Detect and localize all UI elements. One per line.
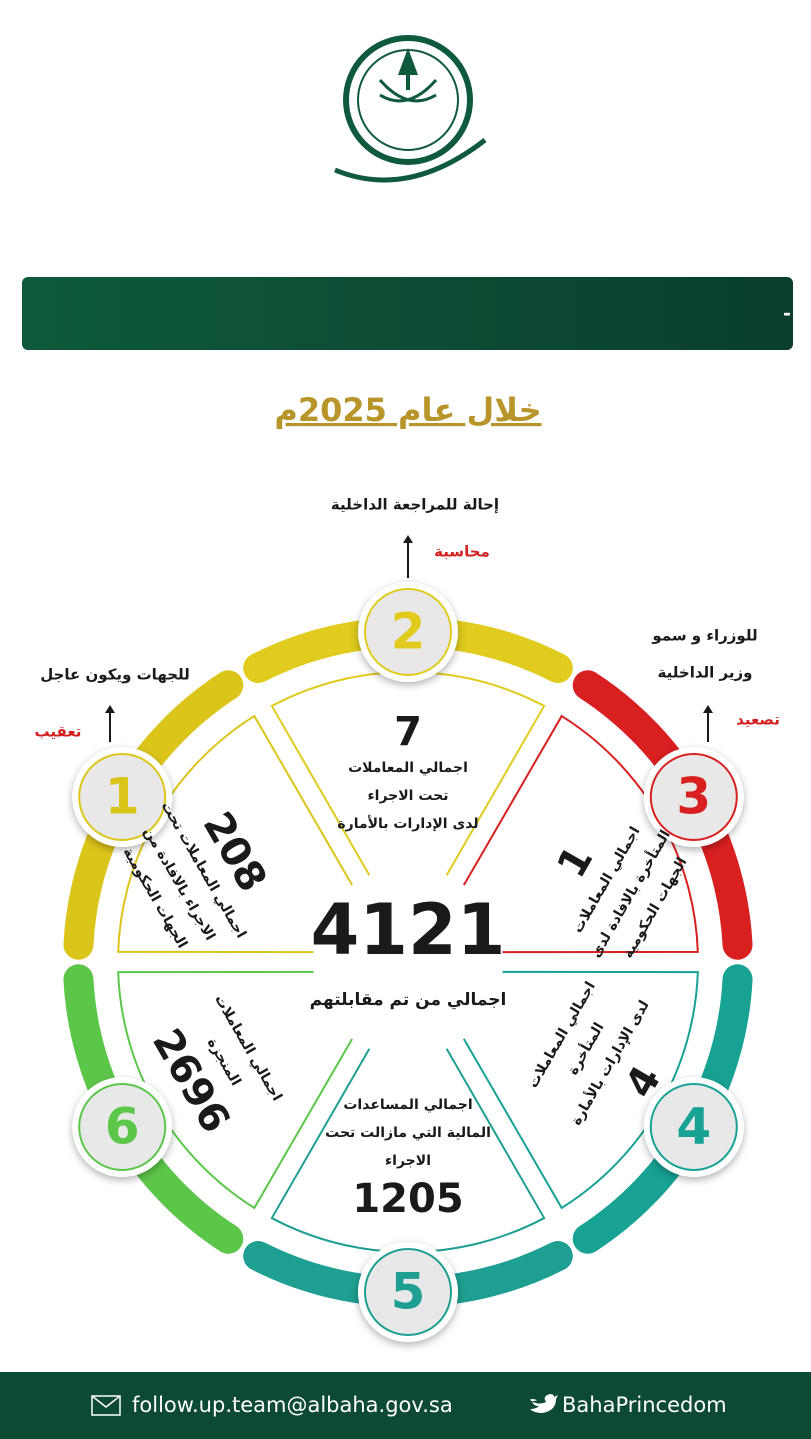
segment-number: 4	[676, 1098, 711, 1156]
segment-tag: تصعيد	[736, 711, 780, 729]
title-bar	[22, 277, 793, 350]
total-value: 4121	[311, 889, 506, 971]
segment-number: 5	[391, 1263, 426, 1321]
segment-badge-inner	[78, 753, 167, 841]
twitter-icon	[530, 1394, 558, 1413]
segment-label: اجمالي المساعدات	[343, 1097, 472, 1113]
subtitle: خلال عام 2025م	[274, 391, 541, 429]
segment-badge-inner	[78, 1083, 167, 1171]
segment-note: إحالة للمراجعة الداخلية	[331, 496, 499, 514]
segment-label: اجمالي المعاملات	[348, 760, 468, 776]
segment-badge-inner	[364, 588, 452, 676]
arrow-head	[105, 705, 115, 713]
segment-note: وزير الداخلية	[658, 664, 753, 682]
segment-text: 7 اجمالي المعاملات تحت الاجراء لدى الإدارات…	[337, 709, 478, 832]
segment-label: لدى الإدارات بالأمارة	[337, 815, 478, 832]
footer-email: follow.up.team@albaha.gov.sa	[132, 1393, 453, 1417]
segment-value: 7	[394, 709, 422, 755]
segment-note: للجهات ويكون عاجل	[40, 666, 190, 684]
footer-bar	[0, 1372, 811, 1439]
segment-text: اجمالي المساعدات المالية التي مازالت تحت ا…	[325, 1097, 491, 1222]
segment-number: 3	[676, 768, 711, 826]
segment-value: 1	[549, 838, 603, 885]
mail-icon	[91, 1395, 121, 1416]
segment-badge-inner	[364, 1248, 452, 1336]
segment-badge-inner	[649, 1083, 738, 1171]
footer-twitter: BahaPrincedom	[562, 1393, 727, 1417]
total-label: اجمالي من تم مقابلتهم	[310, 990, 507, 1010]
segment-number: 1	[105, 768, 140, 826]
segment-number: 2	[391, 603, 426, 661]
title: إحصائية عدد المستفيدين الذين تم مقابلتهم…	[783, 303, 811, 325]
segment-label: المالية التي مازالت تحت	[325, 1125, 491, 1141]
segment-note: للوزراء و سمو	[651, 627, 757, 645]
arrow-head	[703, 705, 713, 713]
segment-tag: تعقيب	[35, 723, 82, 741]
emblem	[334, 35, 487, 183]
segment-value: 1205	[352, 1176, 463, 1222]
segment-label: الاجراء	[385, 1153, 431, 1169]
segment-tag: محاسبة	[434, 543, 490, 561]
segment-badge-inner	[649, 753, 738, 841]
segment-number: 6	[105, 1098, 140, 1156]
segment-label: تحت الاجراء	[367, 788, 448, 804]
arrow-head	[403, 535, 413, 543]
